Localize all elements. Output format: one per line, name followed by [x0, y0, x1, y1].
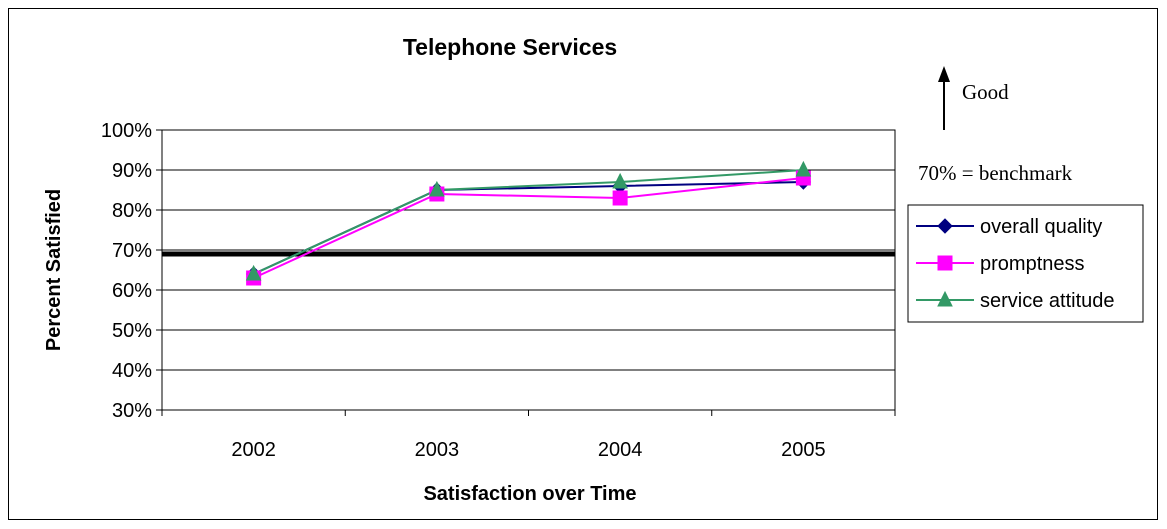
x-tick-label: 2005 [781, 439, 826, 461]
legend-marker [937, 255, 953, 271]
legend-label: overall quality [980, 216, 1102, 238]
y-tick-label: 80% [112, 200, 152, 222]
y-tick-label: 30% [112, 400, 152, 422]
series-line [253, 177, 804, 279]
legend-marker [937, 290, 953, 307]
chart-title: Telephone Services [403, 34, 617, 60]
x-tick-label: 2003 [415, 439, 460, 461]
y-tick-label: 90% [112, 160, 152, 182]
legend-label: promptness [980, 253, 1085, 275]
plot-area: 30% 40% 50% 60% 70% 80% 90% 100% 2002 2003 2004 200… [101, 120, 896, 461]
legend: overall quality promptness service attitud… [907, 204, 1144, 323]
data-point [429, 180, 445, 197]
y-tick-label: 50% [112, 320, 152, 342]
y-tick-label: 60% [112, 280, 152, 302]
y-tick-label: 40% [112, 360, 152, 382]
benchmark-label: 70% = benchmark [918, 161, 1073, 185]
good-label: Good [962, 80, 1009, 104]
y-tick-label: 100% [101, 120, 152, 142]
y-axis-title: Percent Satisfied [43, 189, 65, 351]
data-point [612, 190, 628, 206]
data-point [245, 264, 262, 281]
legend-marker [937, 218, 953, 234]
data-point [795, 160, 812, 177]
chart-frame [8, 8, 1158, 520]
x-axis-title: Satisfaction over Time [423, 483, 636, 505]
series-line [253, 169, 804, 275]
y-tick-label: 70% [112, 240, 152, 262]
x-tick-label: 2004 [598, 439, 643, 461]
x-tick-label: 2002 [231, 439, 276, 461]
good-arrow-icon [938, 66, 950, 130]
legend-label: service attitude [980, 290, 1115, 312]
data-point [612, 172, 628, 189]
